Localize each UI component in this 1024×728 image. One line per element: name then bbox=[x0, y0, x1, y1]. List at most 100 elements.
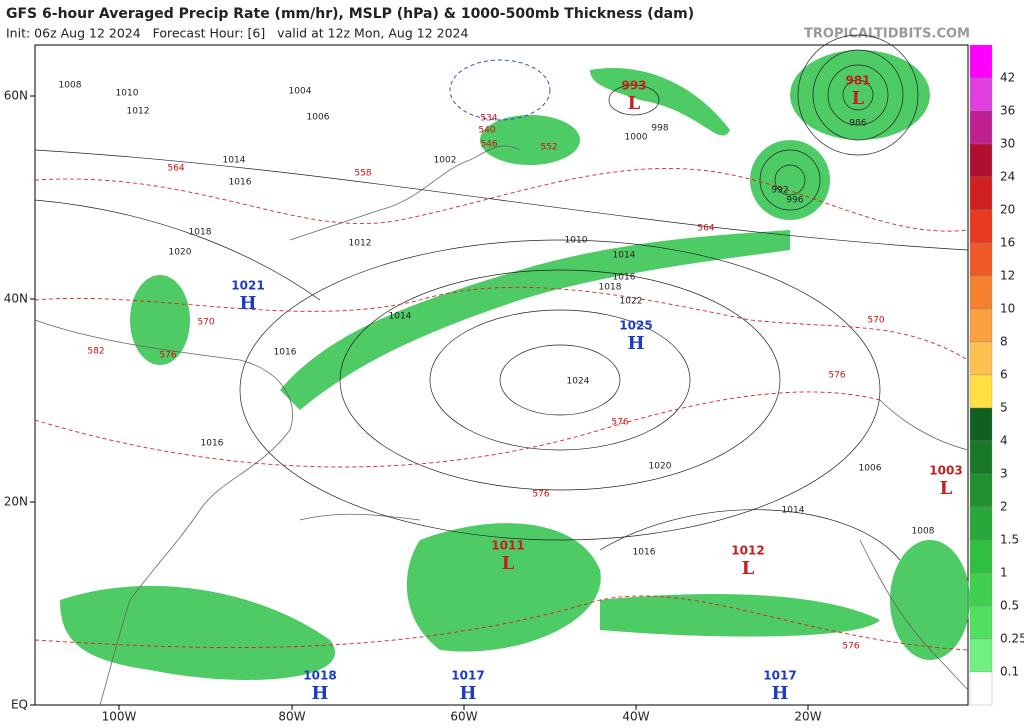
colorbar-label: 16 bbox=[1000, 236, 1015, 250]
lat-label: EQ bbox=[11, 698, 28, 712]
center-value: 993 bbox=[621, 79, 646, 93]
isobar-label: 1008 bbox=[59, 81, 82, 91]
center-symbol: H bbox=[627, 333, 644, 354]
colorbar-swatch bbox=[969, 176, 993, 211]
colorbar-label: 0.5 bbox=[1000, 599, 1019, 613]
lon-label: 100W bbox=[102, 710, 137, 724]
thickness-label: 558 bbox=[354, 169, 371, 179]
isobar-label: 1008 bbox=[912, 527, 935, 537]
center-value: 1017 bbox=[763, 669, 796, 683]
colorbar-swatch bbox=[969, 242, 993, 277]
colorbar-label: 0.1 bbox=[1000, 665, 1019, 679]
lon-label: 80W bbox=[278, 710, 305, 724]
isobar-label: 1022 bbox=[620, 297, 643, 307]
isobar-label: 1016 bbox=[633, 548, 656, 558]
site: TROPICALTIDBITS.COM bbox=[804, 27, 970, 42]
isobars bbox=[34, 34, 969, 561]
coastlines bbox=[34, 145, 969, 706]
colorbar-swatch bbox=[969, 275, 993, 310]
colorbar: 42 36 30 24 20 16 12 10 8 6 5 4 3 2 1.5 1 0.5 0.25 0.1 bbox=[969, 44, 1024, 706]
isobar-label: 1006 bbox=[859, 464, 882, 474]
center-value: 981 bbox=[845, 74, 870, 88]
lat-label: 40N bbox=[4, 292, 28, 306]
isobar-label: 1014 bbox=[613, 251, 636, 261]
isobar-label: 1016 bbox=[229, 178, 252, 188]
colorbar-swatch bbox=[969, 638, 993, 673]
colorbar-label: 8 bbox=[1000, 335, 1008, 349]
isobar-label: 1020 bbox=[649, 462, 672, 472]
isobar-label: 1018 bbox=[189, 228, 212, 238]
center-symbol: L bbox=[742, 558, 755, 579]
center-value: 1017 bbox=[451, 669, 484, 683]
thickness-label: 564 bbox=[167, 164, 184, 174]
center-value: 1021 bbox=[231, 279, 264, 293]
colorbar-swatch bbox=[969, 539, 993, 574]
lon-label: 40W bbox=[622, 710, 649, 724]
center-symbol: H bbox=[459, 683, 476, 704]
colorbar-swatch bbox=[969, 143, 993, 178]
colorbar-label: 30 bbox=[1000, 137, 1015, 151]
colorbar-swatch bbox=[969, 44, 993, 79]
colorbar-swatch bbox=[969, 77, 993, 112]
isobar-label: 1014 bbox=[782, 506, 805, 516]
map: 1008101010121006100410021014101610181020… bbox=[4, 34, 970, 724]
thickness-label: 576 bbox=[532, 490, 549, 500]
isobar-label: 1000 bbox=[625, 133, 648, 143]
colorbar-swatch bbox=[969, 308, 993, 343]
center-symbol: L bbox=[940, 478, 953, 499]
center-value: 1011 bbox=[491, 539, 524, 553]
colorbar-label: 0.25 bbox=[1000, 632, 1024, 646]
center-value: 1012 bbox=[731, 544, 764, 558]
center-symbol: L bbox=[502, 553, 515, 574]
center-symbol: H bbox=[771, 683, 788, 704]
lon-label: 60W bbox=[450, 710, 477, 724]
thickness-label: 534 bbox=[480, 114, 497, 124]
isobar-label: 992 bbox=[771, 186, 788, 196]
isobar-label: 996 bbox=[786, 196, 803, 206]
thickness-label: 540 bbox=[478, 126, 495, 136]
thickness-label: 552 bbox=[540, 143, 557, 153]
isobar-label: 1010 bbox=[565, 236, 588, 246]
isobar-label: 1024 bbox=[567, 377, 590, 387]
center-value: 1018 bbox=[303, 669, 336, 683]
isobar-label: 1018 bbox=[599, 283, 622, 293]
thickness-labels: 564 558 552 546 540 534 570 576 582 564 570 576 576 5… bbox=[87, 114, 884, 652]
thickness-label: 576 bbox=[611, 418, 628, 428]
thickness-label: 570 bbox=[867, 316, 884, 326]
init-line: Init: 06z Aug 12 2024 Forecast Hour: [6]… bbox=[6, 26, 468, 41]
colorbar-swatch bbox=[969, 473, 993, 508]
isobar-label: 1016 bbox=[274, 348, 297, 358]
isobar-label: 1002 bbox=[434, 156, 457, 166]
isobar-label: 1014 bbox=[223, 156, 246, 166]
colorbar-swatch bbox=[969, 374, 993, 409]
pressure-centers: 1021H1025H993L981L1003L1011L1012L1018H10… bbox=[231, 74, 962, 705]
precip bbox=[60, 50, 970, 680]
colorbar-swatch bbox=[969, 440, 993, 475]
isobar-labels: 1008101010121006100410021014101610181020… bbox=[59, 81, 935, 558]
thickness-label: 576 bbox=[159, 351, 176, 361]
lat-label: 20N bbox=[4, 495, 28, 509]
colorbar-label: 24 bbox=[1000, 170, 1015, 184]
thickness-label: 582 bbox=[87, 347, 104, 357]
colorbar-label: 12 bbox=[1000, 269, 1015, 283]
colorbar-swatch bbox=[969, 341, 993, 376]
thickness-lines bbox=[34, 59, 969, 651]
thickness-label: 576 bbox=[828, 371, 845, 381]
colorbar-label: 4 bbox=[1000, 434, 1008, 448]
colorbar-label: 3 bbox=[1000, 467, 1008, 481]
thickness-label: 570 bbox=[197, 318, 214, 328]
isobar-label: 1012 bbox=[127, 107, 150, 117]
isobar-label: 1006 bbox=[307, 113, 330, 123]
colorbar-label: 1.5 bbox=[1000, 533, 1019, 547]
thickness-label: 564 bbox=[697, 224, 714, 234]
center-symbol: L bbox=[628, 93, 641, 114]
colorbar-swatch bbox=[969, 407, 993, 442]
center-value: 1025 bbox=[619, 319, 652, 333]
colorbar-label: 5 bbox=[1000, 401, 1008, 415]
center-symbol: L bbox=[852, 88, 865, 109]
colorbar-swatch bbox=[969, 506, 993, 541]
isobar-label: 998 bbox=[651, 124, 668, 134]
lon-label: 20W bbox=[794, 710, 821, 724]
isobar-label: 1014 bbox=[389, 312, 412, 322]
